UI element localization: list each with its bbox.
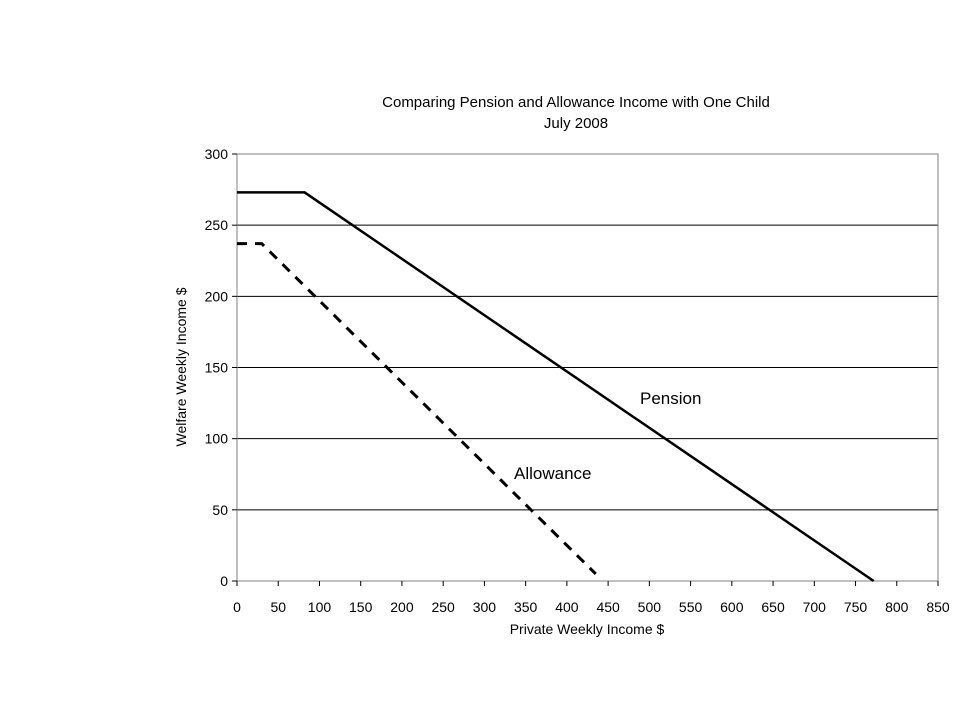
chart-title: Comparing Pension and Allowance Income w… (382, 94, 770, 111)
series-lines (237, 191, 875, 583)
x-tick-label: 400 (555, 599, 579, 615)
y-tick-label: 150 (205, 360, 229, 376)
y-axis-label: Welfare Weekly Income $ (173, 287, 189, 446)
x-tick-label: 0 (233, 599, 241, 615)
y-tick-label: 250 (205, 217, 229, 233)
x-tick-label: 450 (596, 599, 620, 615)
x-tick-label: 100 (308, 599, 332, 615)
x-tick-label: 800 (885, 599, 909, 615)
series-label-pension: Pension (640, 389, 701, 408)
x-axis-ticks: 0 50 100 150 200 250 300 350 400 450 500 550 600 650 7… (233, 581, 950, 615)
x-tick-label: 550 (679, 599, 703, 615)
series-label-allowance: Allowance (514, 464, 592, 483)
y-tick-label: 100 (205, 431, 229, 447)
y-tick-label: 300 (205, 146, 229, 162)
x-tick-label: 200 (390, 599, 414, 615)
x-tick-label: 300 (473, 599, 497, 615)
x-tick-label: 350 (514, 599, 538, 615)
x-tick-label: 850 (926, 599, 950, 615)
x-tick-label: 500 (638, 599, 662, 615)
x-tick-label: 250 (431, 599, 455, 615)
x-tick-label: 600 (720, 599, 744, 615)
x-tick-label: 650 (761, 599, 785, 615)
y-tick-label: 50 (212, 502, 228, 518)
x-tick-label: 150 (349, 599, 373, 615)
x-tick-label: 750 (844, 599, 868, 615)
series-line-pension (237, 191, 875, 583)
y-tick-label: 0 (220, 573, 228, 589)
y-axis-ticks: 0 50 100 150 200 250 300 (205, 146, 237, 589)
chart-subtitle: July 2008 (544, 115, 608, 132)
y-tick-label: 200 (205, 288, 229, 304)
x-tick-label: 700 (803, 599, 827, 615)
series-labels: Pension Allowance (514, 389, 701, 483)
x-tick-label: 50 (270, 599, 286, 615)
series-line-allowance (237, 242, 597, 575)
x-axis-label: Private Weekly Income $ (510, 621, 665, 637)
